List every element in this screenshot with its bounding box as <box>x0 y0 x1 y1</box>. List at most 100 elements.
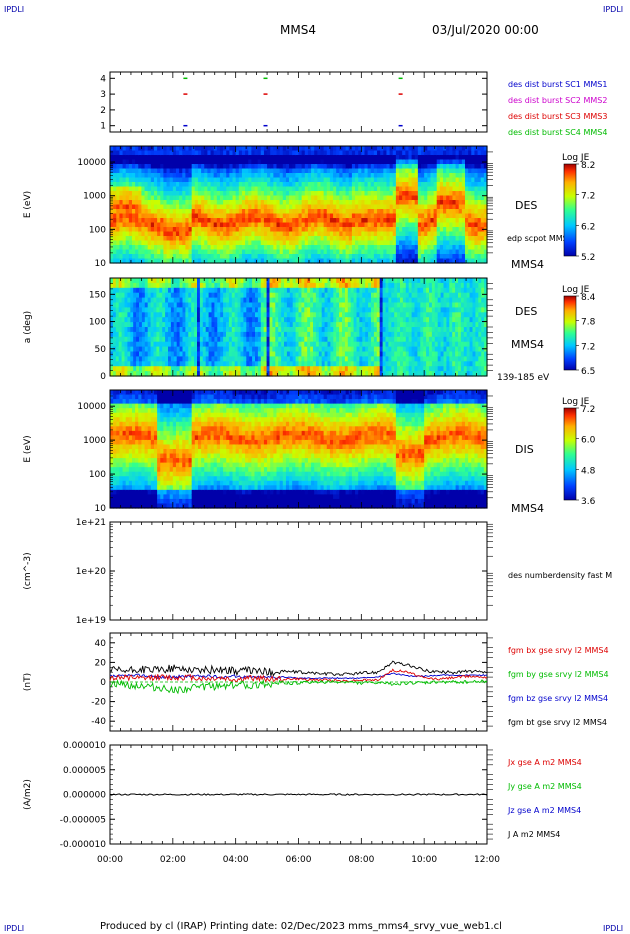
spectrogram-cell <box>197 331 201 338</box>
spectrogram-cell <box>219 150 224 156</box>
spectrogram-cell <box>414 258 419 264</box>
spectrogram-cell <box>197 236 202 242</box>
spectrogram-cell <box>458 240 463 246</box>
spectrogram-cell <box>436 245 441 251</box>
spectrogram-cell <box>439 249 444 255</box>
spectrogram-cell <box>113 168 117 174</box>
spectrogram-cell <box>377 173 381 179</box>
spectrogram-cell <box>257 209 262 215</box>
spectrogram-cell <box>162 292 166 299</box>
spectrogram-cell <box>323 168 328 174</box>
spectrogram-cell <box>304 227 309 233</box>
spectrogram-cell <box>424 227 428 233</box>
spectrogram-cell <box>452 200 457 206</box>
spectrogram-cell <box>304 191 309 197</box>
spectrogram-cell <box>176 278 181 284</box>
spectrogram-cell <box>156 346 160 353</box>
spectrogram-cell <box>345 222 350 228</box>
spectrogram-cell <box>138 195 143 201</box>
spectrogram-cell <box>169 164 174 170</box>
spectrogram-cell <box>220 331 224 338</box>
spectrogram-cell <box>321 361 326 367</box>
spectrogram-cell <box>324 278 329 284</box>
spectrogram-cell <box>295 254 300 260</box>
spectrogram-cell <box>336 204 340 210</box>
spectrogram-cell <box>307 351 311 357</box>
spectrogram-cell <box>392 245 397 251</box>
spectrogram-cell <box>211 366 215 372</box>
spectrogram-cell <box>279 222 284 228</box>
spectrogram-cell <box>405 200 410 206</box>
spectrogram-cell <box>144 278 149 284</box>
spectrogram-cell <box>223 341 227 348</box>
spectrogram-cell <box>377 249 381 255</box>
spectrogram-cell <box>320 182 325 188</box>
spectrogram-cell <box>364 182 369 188</box>
spectrogram-cell <box>278 317 282 323</box>
spectrogram-cell <box>320 186 325 192</box>
spectrogram-cell <box>153 254 158 260</box>
spectrogram-cell <box>333 204 337 210</box>
spectrogram-cell <box>141 327 146 333</box>
spectrogram-cell <box>139 278 143 284</box>
spectrogram-cell <box>313 322 317 328</box>
spectrogram-cell <box>364 249 369 255</box>
spectrogram-cell <box>182 227 186 233</box>
spectrogram-cell <box>173 307 178 313</box>
spectrogram-cell <box>182 346 186 353</box>
spectrogram-cell <box>194 182 199 188</box>
spectrogram-cell <box>217 297 221 304</box>
spectrogram-cell <box>255 341 259 348</box>
spectrogram-cell <box>257 278 262 284</box>
spectrogram-cell <box>119 173 124 179</box>
spectrogram-cell <box>226 356 230 362</box>
spectrogram-cell <box>207 245 212 251</box>
spectrogram-cell <box>254 150 259 156</box>
spectrogram-cell <box>147 218 152 224</box>
spectrogram-cell <box>182 331 186 338</box>
spectrogram-cell <box>395 168 400 174</box>
spectrogram-cell <box>188 191 193 197</box>
spectrogram-cell <box>127 327 131 333</box>
spectrogram-cell <box>358 191 362 197</box>
spectrogram-cell <box>150 245 155 251</box>
spectrogram-cell <box>367 186 372 192</box>
spectrogram-cell <box>318 278 323 284</box>
spectrogram-cell <box>480 168 485 174</box>
spectrogram-cell <box>125 177 130 183</box>
spectrogram-cell <box>228 356 233 362</box>
spectrogram-cell <box>386 200 391 206</box>
spectrogram-cell <box>165 302 169 308</box>
spectrogram-cell <box>210 186 215 192</box>
spectrogram-cell <box>119 168 124 174</box>
spectrogram-cell <box>301 322 305 328</box>
spectrogram-cell <box>210 240 215 246</box>
spectrogram-cell <box>298 236 303 242</box>
spectrogram-cell <box>131 240 136 246</box>
spectrogram-cell <box>284 322 288 328</box>
spectrogram-cell <box>115 351 120 357</box>
spectrogram-cell <box>170 317 175 323</box>
spectrogram-cell <box>245 177 249 183</box>
spectrogram-cell <box>138 213 143 219</box>
spectrogram-cell <box>205 307 210 313</box>
spectrogram-cell <box>414 186 419 192</box>
spectrogram-cell <box>414 213 419 219</box>
spectrogram-cell <box>237 336 242 343</box>
spectrogram-cell <box>324 292 329 299</box>
spectrogram-cell <box>414 240 419 246</box>
spectrogram-cell <box>370 150 375 156</box>
spectrogram-cell <box>345 204 350 210</box>
spectrogram-cell <box>402 173 406 179</box>
spectrogram-cell <box>304 254 309 260</box>
spectrogram-cell <box>272 312 276 318</box>
spectrogram-cell <box>208 327 213 333</box>
spectrogram-cell <box>461 168 466 174</box>
spectrogram-cell <box>170 287 175 294</box>
spectrogram-cell <box>370 209 375 215</box>
spectrogram-cell <box>304 249 309 255</box>
spectrogram-cell <box>113 231 117 237</box>
spectrogram-cell <box>128 164 133 170</box>
spectrogram-cell <box>333 307 337 313</box>
spectrogram-cell <box>279 236 284 242</box>
